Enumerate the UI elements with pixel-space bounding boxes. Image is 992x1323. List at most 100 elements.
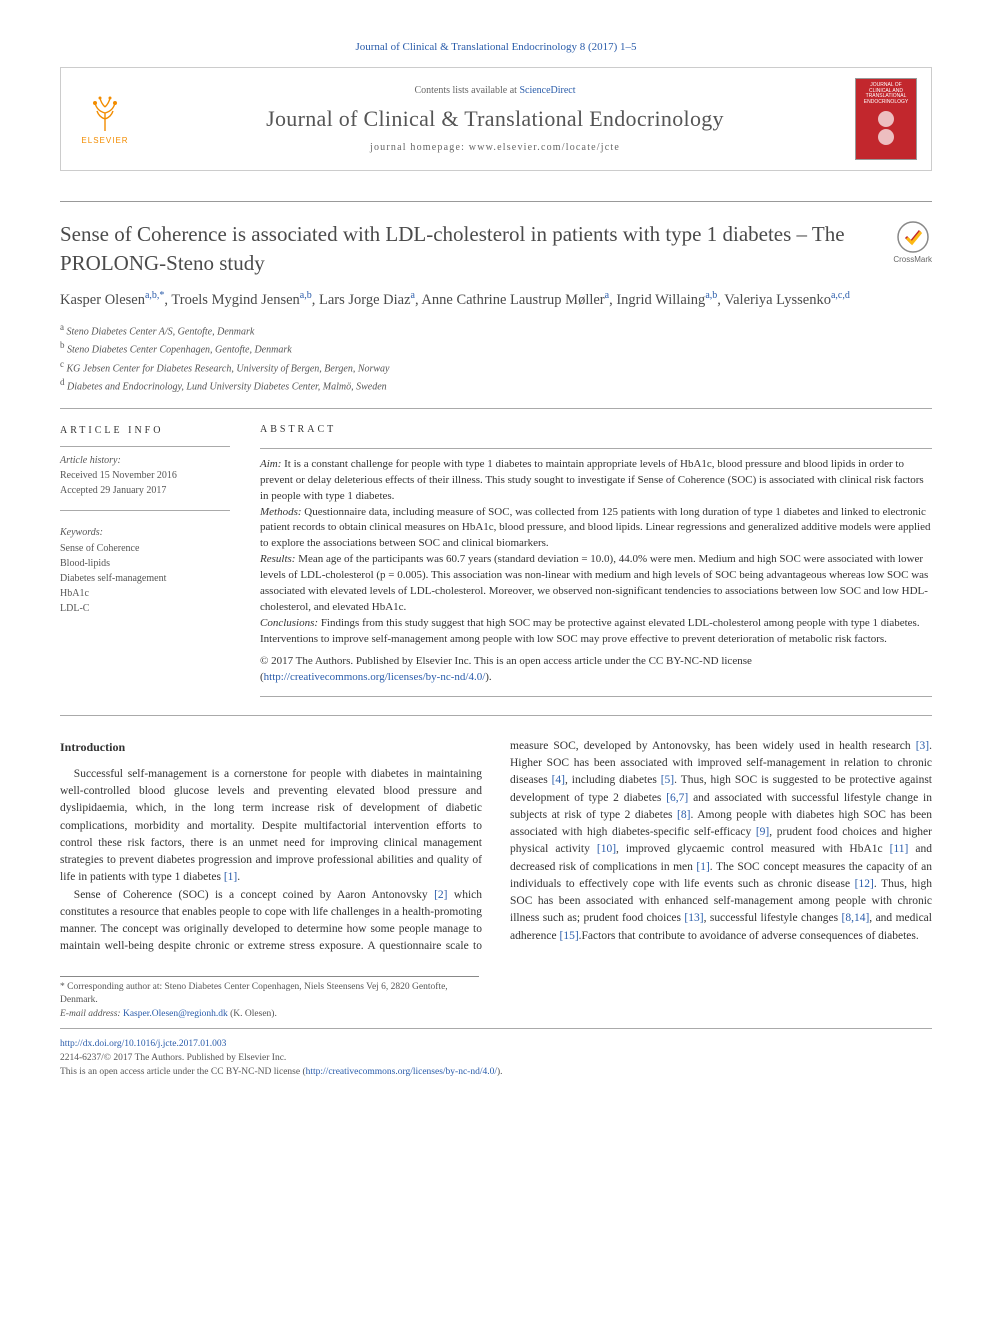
corresponding-author-line: * Corresponding author at: Steno Diabete… <box>60 981 479 1009</box>
results-text: Mean age of the participants was 60.7 ye… <box>260 553 928 613</box>
abstract-aim: Aim: It is a constant challenge for peop… <box>260 457 932 505</box>
divider <box>60 1028 932 1029</box>
journal-cover-thumbnail: JOURNAL OF CLINICAL AND TRANSLATIONAL EN… <box>855 78 917 160</box>
footer-license-link[interactable]: http://creativecommons.org/licenses/by-n… <box>306 1067 497 1077</box>
body-paragraph: Successful self-management is a cornerst… <box>60 766 482 887</box>
journal-homepage-line: journal homepage: www.elsevier.com/locat… <box>149 141 841 155</box>
abstract-copyright: © 2017 The Authors. Published by Elsevie… <box>260 654 932 686</box>
license-link[interactable]: http://creativecommons.org/licenses/by-n… <box>264 671 486 683</box>
issn-copyright-line: 2214-6237/© 2017 The Authors. Published … <box>60 1051 932 1065</box>
conclusions-label: Conclusions: <box>260 617 318 629</box>
authors-line: Kasper Olesena,b,*, Troels Mygind Jensen… <box>60 289 932 311</box>
citation-link[interactable]: [13] <box>684 912 703 924</box>
email-line: E-mail address: Kasper.Olesen@regionh.dk… <box>60 1008 479 1022</box>
citation-link[interactable]: [11] <box>890 843 909 855</box>
publisher-logo: ELSEVIER <box>75 84 135 154</box>
keyword: HbA1c <box>60 586 230 601</box>
footer-license-line: This is an open access article under the… <box>60 1065 932 1079</box>
journal-reference: Journal of Clinical & Translational Endo… <box>60 40 932 55</box>
abstract-heading: ABSTRACT <box>260 423 932 438</box>
affiliations: a Steno Diabetes Center A/S, Gentofte, D… <box>60 321 932 394</box>
p2j: , improved glycaemic control measured wi… <box>616 843 890 855</box>
history-label: Article history: <box>60 453 230 468</box>
journal-name: Journal of Clinical & Translational Endo… <box>149 104 841 135</box>
journal-homepage-url: www.elsevier.com/locate/jcte <box>469 142 620 153</box>
p2e: , including diabetes <box>565 774 661 786</box>
abstract-results: Results: Mean age of the participants wa… <box>260 552 932 616</box>
journal-header: ELSEVIER Contents lists available at Sci… <box>60 67 932 171</box>
aim-text: It is a constant challenge for people wi… <box>260 458 924 502</box>
crossmark-label: CrossMark <box>893 254 932 265</box>
header-center: Contents lists available at ScienceDirec… <box>149 84 841 155</box>
divider <box>60 715 932 716</box>
keyword: LDL-C <box>60 601 230 616</box>
article-info-heading: ARTICLE INFO <box>60 423 230 438</box>
crossmark-badge[interactable]: CrossMark <box>893 220 932 265</box>
cover-art-icon <box>878 111 894 127</box>
p2n: , successful lifestyle changes <box>704 912 842 924</box>
footer-license-close: ). <box>497 1067 503 1077</box>
citation-link[interactable]: [6,7] <box>666 792 688 804</box>
divider <box>260 448 932 449</box>
citation-link[interactable]: [15] <box>559 930 578 942</box>
sciencedirect-link[interactable]: ScienceDirect <box>519 85 575 96</box>
accepted-date: Accepted 29 January 2017 <box>60 483 230 498</box>
abstract-methods: Methods: Questionnaire data, including m… <box>260 505 932 553</box>
citation-link[interactable]: [4] <box>552 774 565 786</box>
doi-link[interactable]: http://dx.doi.org/10.1016/j.jcte.2017.01… <box>60 1039 226 1049</box>
publisher-logo-text: ELSEVIER <box>81 135 128 146</box>
keywords-list: Sense of CoherenceBlood-lipidsDiabetes s… <box>60 541 230 616</box>
body-columns: Introduction Successful self-management … <box>60 738 932 956</box>
contents-prefix: Contents lists available at <box>414 85 519 96</box>
citation-link[interactable]: [2] <box>434 889 447 901</box>
page-footer: http://dx.doi.org/10.1016/j.jcte.2017.01… <box>60 1037 932 1080</box>
abstract-block: ABSTRACT Aim: It is a constant challenge… <box>260 423 932 697</box>
contents-available-line: Contents lists available at ScienceDirec… <box>149 84 841 98</box>
keyword: Diabetes self-management <box>60 571 230 586</box>
p2p: .Factors that contribute to avoidance of… <box>579 930 919 942</box>
email-suffix: (K. Olesen). <box>228 1009 277 1019</box>
citation-link[interactable]: [10] <box>597 843 616 855</box>
keywords-label: Keywords: <box>60 525 230 540</box>
p1-text: Successful self-management is a cornerst… <box>60 768 482 884</box>
p2a: Sense of Coherence (SOC) is a concept co… <box>74 889 434 901</box>
author-email-link[interactable]: Kasper.Olesen@regionh.dk <box>123 1009 228 1019</box>
citation-link[interactable]: [12] <box>855 878 874 890</box>
citation-link[interactable]: [8,14] <box>841 912 869 924</box>
methods-text: Questionnaire data, including measure of… <box>260 506 931 550</box>
divider <box>60 201 932 202</box>
results-label: Results: <box>260 553 295 565</box>
title-row: Sense of Coherence is associated with LD… <box>60 220 932 289</box>
crossmark-icon <box>896 220 930 254</box>
email-label: E-mail address: <box>60 1009 123 1019</box>
divider <box>60 446 230 447</box>
received-date: Received 15 November 2016 <box>60 468 230 483</box>
citation-link[interactable]: [1] <box>696 861 709 873</box>
citation-link[interactable]: [1] <box>224 871 237 883</box>
divider <box>60 510 230 511</box>
homepage-prefix: journal homepage: <box>370 142 469 153</box>
corresponding-author-footnote: * Corresponding author at: Steno Diabete… <box>60 976 479 1022</box>
license-close: ). <box>485 671 491 683</box>
divider <box>60 408 932 409</box>
divider <box>260 696 932 697</box>
keyword: Blood-lipids <box>60 556 230 571</box>
citation-link[interactable]: [8] <box>677 809 690 821</box>
aim-label: Aim: <box>260 458 281 470</box>
citation-link[interactable]: [3] <box>916 740 929 752</box>
corr-label: * Corresponding author at: <box>60 982 164 992</box>
p1-end: . <box>237 871 240 883</box>
footer-license-prefix: This is an open access article under the… <box>60 1067 306 1077</box>
citation-link[interactable]: [9] <box>756 826 769 838</box>
keyword: Sense of Coherence <box>60 541 230 556</box>
section-heading-introduction: Introduction <box>60 738 482 756</box>
cover-art-icon <box>878 129 894 145</box>
abstract-conclusions: Conclusions: Findings from this study su… <box>260 616 932 648</box>
elsevier-tree-icon <box>85 93 125 133</box>
conclusions-text: Findings from this study suggest that hi… <box>260 617 920 645</box>
citation-link[interactable]: [5] <box>661 774 674 786</box>
info-abstract-row: ARTICLE INFO Article history: Received 1… <box>60 423 932 697</box>
article-info-block: ARTICLE INFO Article history: Received 1… <box>60 423 230 697</box>
cover-title-text: JOURNAL OF CLINICAL AND TRANSLATIONAL EN… <box>860 83 912 105</box>
article-title: Sense of Coherence is associated with LD… <box>60 220 881 277</box>
